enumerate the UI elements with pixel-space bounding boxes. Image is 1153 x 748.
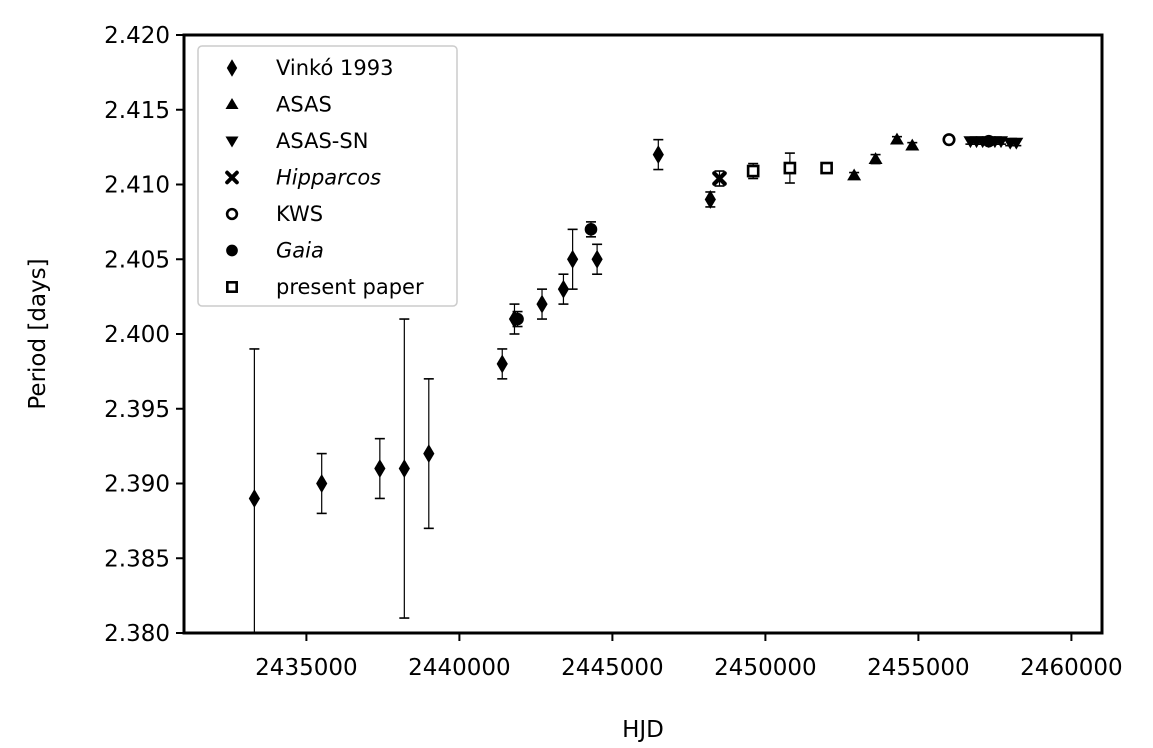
present-paper-point <box>783 161 797 175</box>
x-tick-label: 2435000 <box>255 655 357 681</box>
y-tick-label: 2.415 <box>104 98 170 124</box>
legend-marker-hipparcos <box>225 170 239 185</box>
legend-label-hipparcos: Hipparcos <box>276 166 381 190</box>
present-paper-point <box>746 164 760 178</box>
y-tick-label: 2.420 <box>104 23 170 49</box>
kws-point <box>942 133 956 147</box>
legend-marker-asas-sn <box>225 136 239 148</box>
y-tick-label: 2.390 <box>104 472 170 498</box>
vink-1993-point <box>536 294 548 314</box>
legend-frame <box>197 45 458 307</box>
x-tick-label: 2445000 <box>561 655 663 681</box>
hipparcos-point <box>712 171 727 186</box>
x-tick-label: 2455000 <box>867 655 969 681</box>
y-axis-label: Period [days] <box>25 258 51 409</box>
legend-label-present-paper: present paper <box>276 275 424 299</box>
asas-point <box>847 168 862 181</box>
legend-marker-asas <box>225 98 239 110</box>
asas-point <box>905 138 920 151</box>
vink-1993-point <box>591 249 603 269</box>
vink-1993-point <box>398 459 410 478</box>
y-tick-label: 2.385 <box>104 546 170 572</box>
x-tick-label: 2460000 <box>1020 655 1122 681</box>
asas-point <box>889 132 904 145</box>
vink-1993-point <box>652 145 664 165</box>
vink-1993-point <box>567 249 579 269</box>
vink-1993-point <box>496 354 508 374</box>
y-tick-label: 2.405 <box>104 247 170 273</box>
y-tick-label: 2.380 <box>104 621 170 647</box>
legend-label-asas: ASAS <box>276 93 332 117</box>
gaia-point <box>584 223 598 236</box>
vink-1993-point <box>316 474 328 493</box>
legend-label-vink-1993: Vinkó 1993 <box>276 56 393 80</box>
vink-1993-point <box>557 279 570 299</box>
vink-1993-point <box>423 444 435 464</box>
y-tick-label: 2.410 <box>104 173 170 199</box>
legend-marker-vink-1993 <box>226 59 238 77</box>
ticks: 2.380 2.385 2.390 2.395 2.400 2.405 2.410 2.415… <box>104 23 1122 681</box>
x-tick-label: 2440000 <box>408 655 510 681</box>
vink-1993-point <box>704 190 716 209</box>
vink-1993-point <box>374 459 386 478</box>
present-paper-point <box>820 161 833 175</box>
data-markers <box>248 132 1024 508</box>
legend-marker-kws <box>225 207 239 221</box>
legend-marker-present-paper <box>226 281 238 293</box>
gaia-point <box>982 134 996 148</box>
legend-label-asas-sn: ASAS-SN <box>276 129 368 153</box>
x-axis-label: HJD <box>622 717 664 743</box>
legend: Vinkó 1993 ASAS ASAS-SN Hipparcos KWS Gaia pre… <box>197 45 458 307</box>
legend-label-kws: KWS <box>276 202 323 226</box>
y-tick-label: 2.395 <box>104 397 170 423</box>
x-tick-label: 2450000 <box>714 655 816 681</box>
asas-point <box>868 152 883 164</box>
legend-marker-gaia <box>226 244 238 257</box>
y-tick-label: 2.400 <box>104 322 170 348</box>
legend-label-gaia: Gaia <box>276 239 324 263</box>
vink-1993-point <box>248 489 260 508</box>
asas-sn-point <box>1009 137 1024 150</box>
gaia-point <box>511 312 524 326</box>
